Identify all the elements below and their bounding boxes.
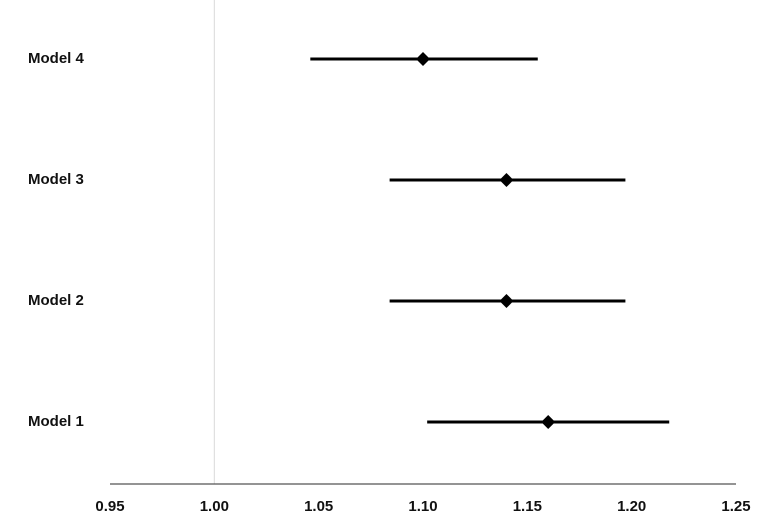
category-label: Model 2 — [28, 292, 84, 309]
point-estimate — [416, 52, 430, 66]
x-tick-label: 0.95 — [95, 498, 124, 515]
point-estimate — [499, 173, 514, 187]
point-estimate — [499, 294, 514, 308]
category-label: Model 1 — [28, 413, 84, 430]
point-estimate — [541, 415, 556, 429]
x-tick-label: 1.00 — [200, 498, 229, 515]
category-label: Model 3 — [28, 171, 84, 188]
category-label: Model 4 — [28, 50, 84, 67]
x-tick-label: 1.05 — [304, 498, 333, 515]
x-tick-label: 1.15 — [513, 498, 542, 515]
x-tick-label: 1.10 — [408, 498, 437, 515]
x-tick-label: 1.25 — [721, 498, 750, 515]
x-tick-label: 1.20 — [617, 498, 646, 515]
